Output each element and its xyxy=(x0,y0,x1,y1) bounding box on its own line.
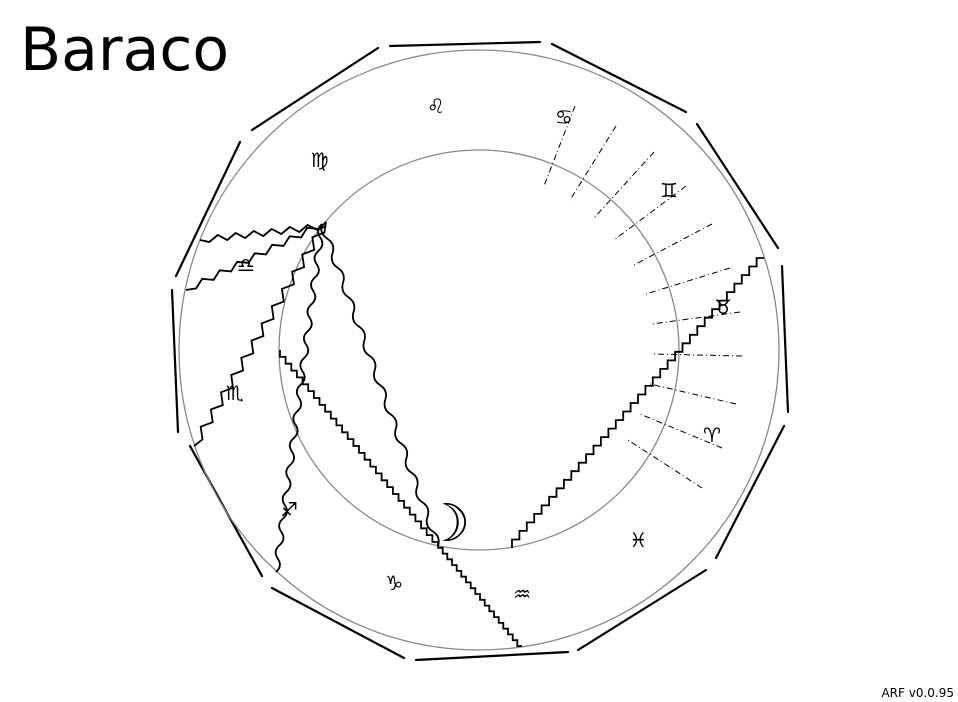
polygon-edge xyxy=(174,140,242,278)
polygon-edge xyxy=(270,586,406,660)
degree-ray xyxy=(649,383,737,405)
degree-ray xyxy=(543,105,576,187)
aspect-line xyxy=(279,350,438,543)
degree-ray xyxy=(631,223,713,267)
sign-glyph-pisces: ♓ xyxy=(629,528,647,552)
sign-glyph-virgo: ♍ xyxy=(311,148,329,172)
aspect-line xyxy=(199,223,327,243)
aspect-line xyxy=(511,257,764,548)
sign-glyph-taurus: ♉ xyxy=(714,295,732,319)
version-label: ARF v0.0.95 xyxy=(881,686,954,700)
sign-glyph-aquarius: ♒ xyxy=(513,582,531,606)
polygon-edge xyxy=(414,650,570,662)
degree-ray xyxy=(639,413,723,449)
polygon-edge xyxy=(250,46,380,132)
moon-glyph: ☽ xyxy=(424,494,471,554)
dashed-rays xyxy=(543,105,743,489)
aspect-line xyxy=(193,221,327,447)
degree-ray xyxy=(593,151,655,219)
page-title: Baraco xyxy=(20,15,230,85)
polygon-edge xyxy=(550,42,688,114)
sign-glyph-capricorn: ♑ xyxy=(385,571,403,595)
inner-circle xyxy=(278,149,680,551)
degree-ray xyxy=(569,125,617,201)
aspect-lines xyxy=(185,221,764,647)
sign-glyphs: ♌ ♋ ♊ ♉ ♈ ♓ ♒ ♑ ♐ ♏ ♎ ♍ xyxy=(226,94,732,606)
outer-circle xyxy=(178,49,780,651)
degree-ray xyxy=(651,311,741,325)
degree-ray xyxy=(627,439,703,489)
aspect-line xyxy=(274,223,324,573)
degree-ray xyxy=(645,267,731,295)
sign-glyph-scorpio: ♏ xyxy=(226,381,244,405)
polygon-edge xyxy=(576,568,708,652)
sign-glyph-sagittarius: ♐ xyxy=(280,497,298,521)
sign-glyph-gemini: ♊ xyxy=(660,179,678,203)
sign-glyph-cancer: ♋ xyxy=(555,105,573,129)
outer-polygon xyxy=(170,40,790,662)
degree-ray xyxy=(653,353,743,357)
degree-ray xyxy=(613,185,687,241)
polygon-edge xyxy=(388,40,542,48)
sign-glyph-aries: ♈ xyxy=(703,423,721,447)
aspect-line xyxy=(320,223,440,547)
aspect-line xyxy=(185,221,327,291)
polygon-edge xyxy=(695,122,780,250)
polygon-edge xyxy=(714,424,786,560)
polygon-edge xyxy=(780,264,790,414)
polygon-edge xyxy=(170,288,180,434)
sign-glyph-leo: ♌ xyxy=(427,94,445,118)
sign-glyph-libra: ♎ xyxy=(237,253,255,277)
aspect-line xyxy=(437,542,522,647)
